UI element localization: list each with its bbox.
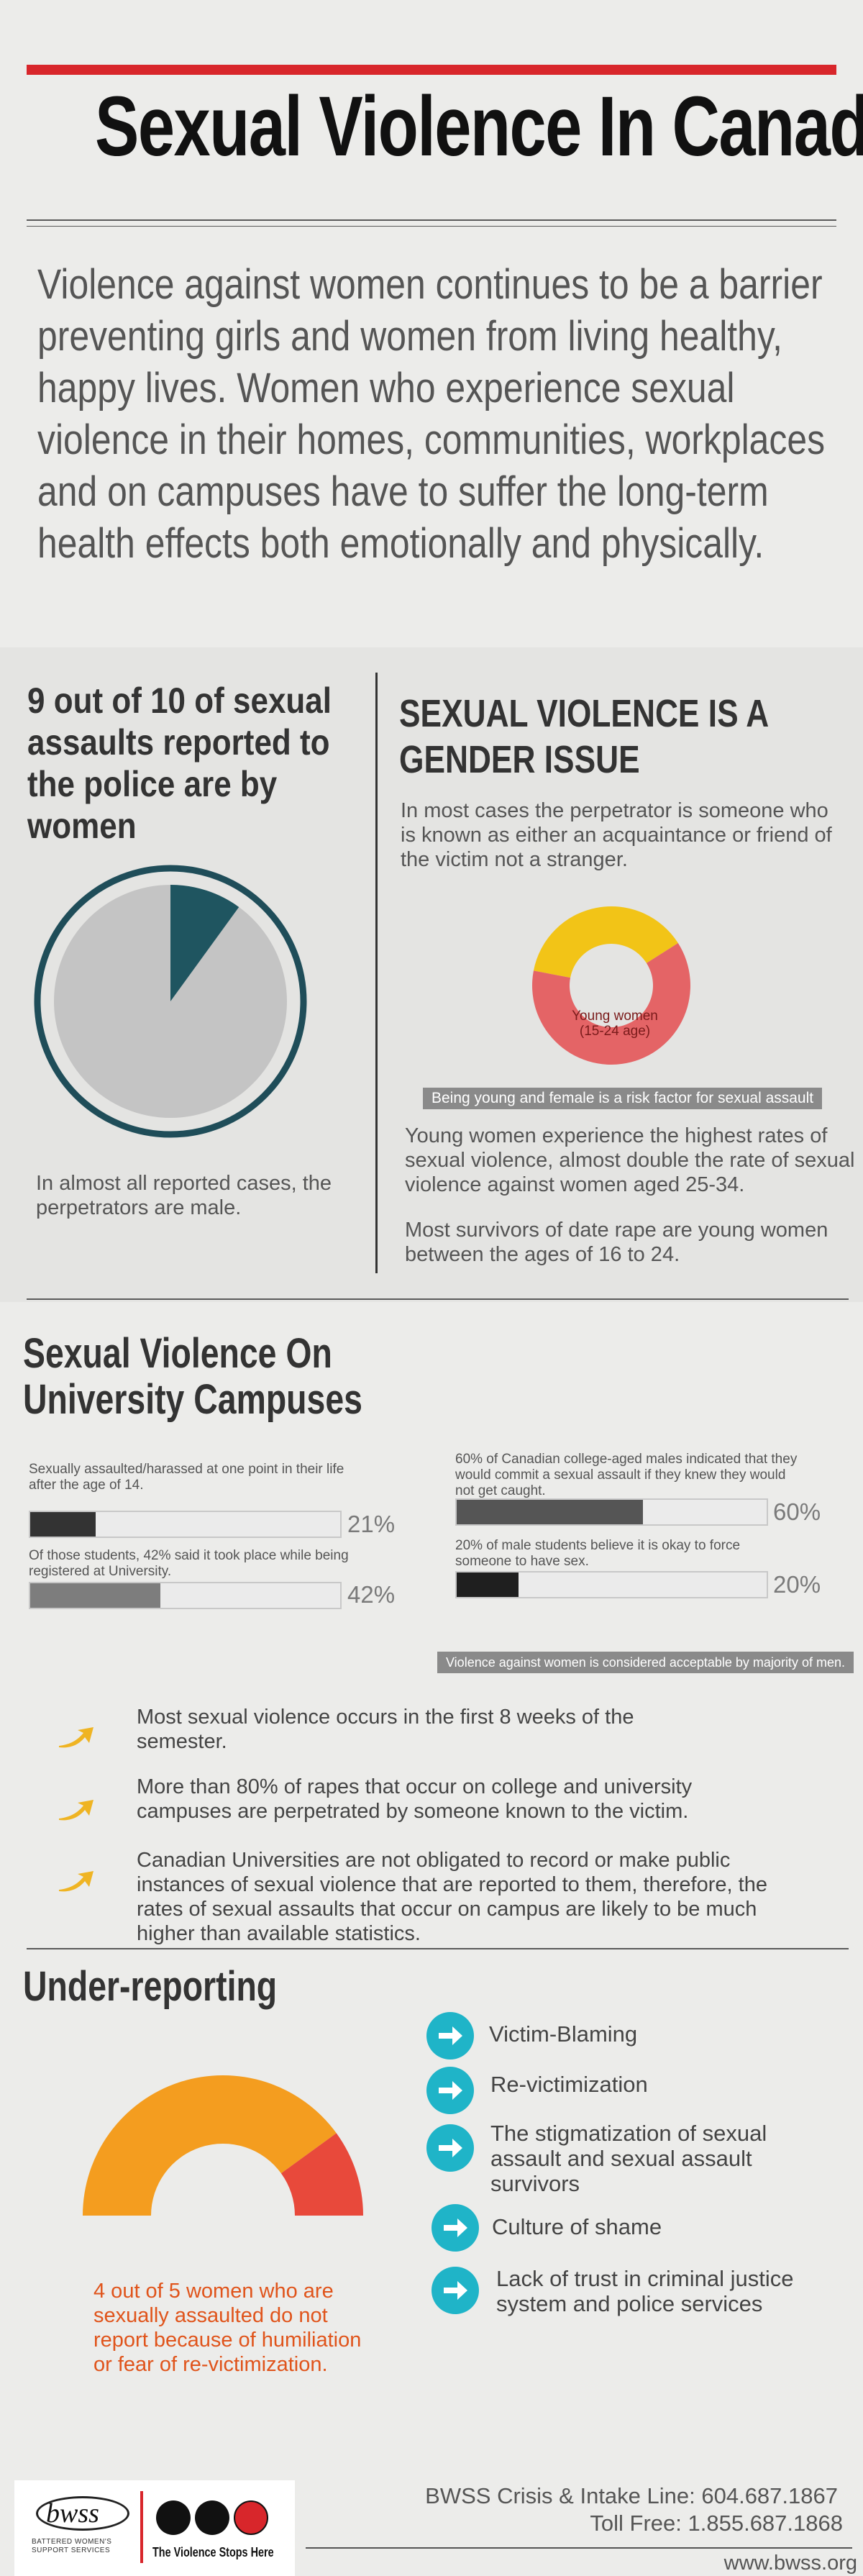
bar-label-assaulted: Sexually assaulted/harassed at one point… <box>29 1462 344 1493</box>
underreporting-gauge <box>83 2075 363 2216</box>
perpetrators-note: In almost all reported cases, the perpet… <box>36 1172 332 1219</box>
section-divider <box>27 1948 849 1949</box>
bar-fill-males-commit <box>457 1500 643 1524</box>
acceptable-banner: Violence against women is considered acc… <box>437 1652 854 1673</box>
pie-outer-ring <box>34 865 307 1138</box>
bar-value-males-commit: 60% <box>773 1498 821 1525</box>
title-divider-thin <box>27 226 836 227</box>
bullet-not-obligated: Canadian Universities are not obligated … <box>137 1849 767 1945</box>
bar-fill-force <box>457 1573 519 1597</box>
intro-paragraph: Violence against women continues to be a… <box>37 261 826 567</box>
bullet-known-to-victim: More than 80% of rapes that occur on col… <box>137 1775 693 1823</box>
bullet-first-8-weeks: Most sexual violence occurs in the first… <box>137 1706 634 1753</box>
arrow-right-icon <box>426 2124 474 2172</box>
bwss-logo: bwss <box>46 2498 99 2529</box>
women-reports-pie <box>34 865 307 1138</box>
arrow-right-icon <box>426 2067 474 2114</box>
bwss-logo-subtitle: BATTERED WOMEN'S SUPPORT SERVICES <box>32 2538 112 2554</box>
title-accent-bar <box>27 65 836 75</box>
women-stat-heading: 9 out of 10 of sexual assaults reported … <box>27 681 332 846</box>
gender-issue-heading: SEXUAL VIOLENCE IS A GENDER ISSUE <box>399 692 768 781</box>
arrow-icon <box>59 1800 93 1821</box>
bar-label-males-commit: 60% of Canadian college-aged males indic… <box>455 1452 798 1498</box>
footer-logo-panel: bwss BATTERED WOMEN'S SUPPORT SERVICES T… <box>14 2480 295 2576</box>
donut-segment-young-women <box>532 943 690 1065</box>
column-divider <box>375 673 378 1273</box>
gauge-reported <box>280 2133 363 2216</box>
gender-issue-intro: In most cases the perpetrator is someone… <box>401 799 832 871</box>
reason-culture-of-shame: Culture of shame <box>492 2214 662 2239</box>
toll-free-line: Toll Free: 1.855.687.1868 <box>590 2511 843 2536</box>
bar-label-force: 20% of male students believe it is okay … <box>455 1538 741 1569</box>
crisis-line: BWSS Crisis & Intake Line: 604.687.1867 <box>425 2483 838 2508</box>
bar-fill-assaulted <box>30 1512 96 1537</box>
circle-black-2 <box>195 2500 229 2535</box>
circle-black-1 <box>156 2500 191 2535</box>
logo-divider <box>140 2491 143 2563</box>
risk-factor-banner: Being young and female is a risk factor … <box>423 1088 823 1109</box>
arrow-right-icon <box>426 2012 474 2060</box>
footer-divider <box>306 2547 852 2549</box>
pie-slice-men <box>170 885 239 1001</box>
reason-revictimization: Re-victimization <box>490 2072 648 2097</box>
donut-segment-other <box>533 906 678 978</box>
underreporting-heading: Under-reporting <box>23 1963 278 2010</box>
date-rape-paragraph: Most survivors of date rape are young wo… <box>405 1219 828 1266</box>
section-divider <box>27 1298 849 1300</box>
bar-label-university: Of those students, 42% said it took plac… <box>29 1548 349 1579</box>
bar-fill-university <box>30 1583 161 1608</box>
reason-stigmatization: The stigmatization of sexual assault and… <box>490 2121 767 2196</box>
bar-males-commit <box>455 1498 768 1526</box>
reason-lack-of-trust: Lack of trust in criminal justice system… <box>496 2266 794 2316</box>
title-divider <box>27 219 836 221</box>
bwss-logo-ellipse <box>36 2496 129 2531</box>
arrow-icon <box>59 1871 93 1892</box>
bar-assaulted <box>29 1511 342 1538</box>
circle-red <box>234 2500 268 2535</box>
tagline: The Violence Stops Here <box>152 2545 274 2559</box>
bar-force <box>455 1571 768 1598</box>
young-women-paragraph: Young women experience the highest rates… <box>405 1124 855 1196</box>
website-link[interactable]: www.bwss.org <box>723 2552 857 2575</box>
donut-label: Young women (15-24 age) <box>572 1009 658 1039</box>
gauge-not-reported <box>83 2075 337 2216</box>
arrow-icon <box>59 1727 93 1748</box>
reason-victim-blaming: Victim-Blaming <box>489 2021 638 2047</box>
page-title: Sexual Violence In Canada <box>95 79 863 174</box>
arrow-right-icon <box>432 2267 479 2314</box>
underreporting-caption: 4 out of 5 women who are sexually assaul… <box>93 2280 362 2376</box>
young-women-donut <box>532 906 690 1065</box>
bar-value-university: 42% <box>347 1581 396 1608</box>
arrow-right-icon <box>432 2204 479 2252</box>
bar-value-assaulted: 21% <box>347 1511 396 1537</box>
campus-heading: Sexual Violence On University Campuses <box>23 1330 362 1423</box>
bar-value-force: 20% <box>773 1571 821 1598</box>
bar-university <box>29 1582 342 1609</box>
